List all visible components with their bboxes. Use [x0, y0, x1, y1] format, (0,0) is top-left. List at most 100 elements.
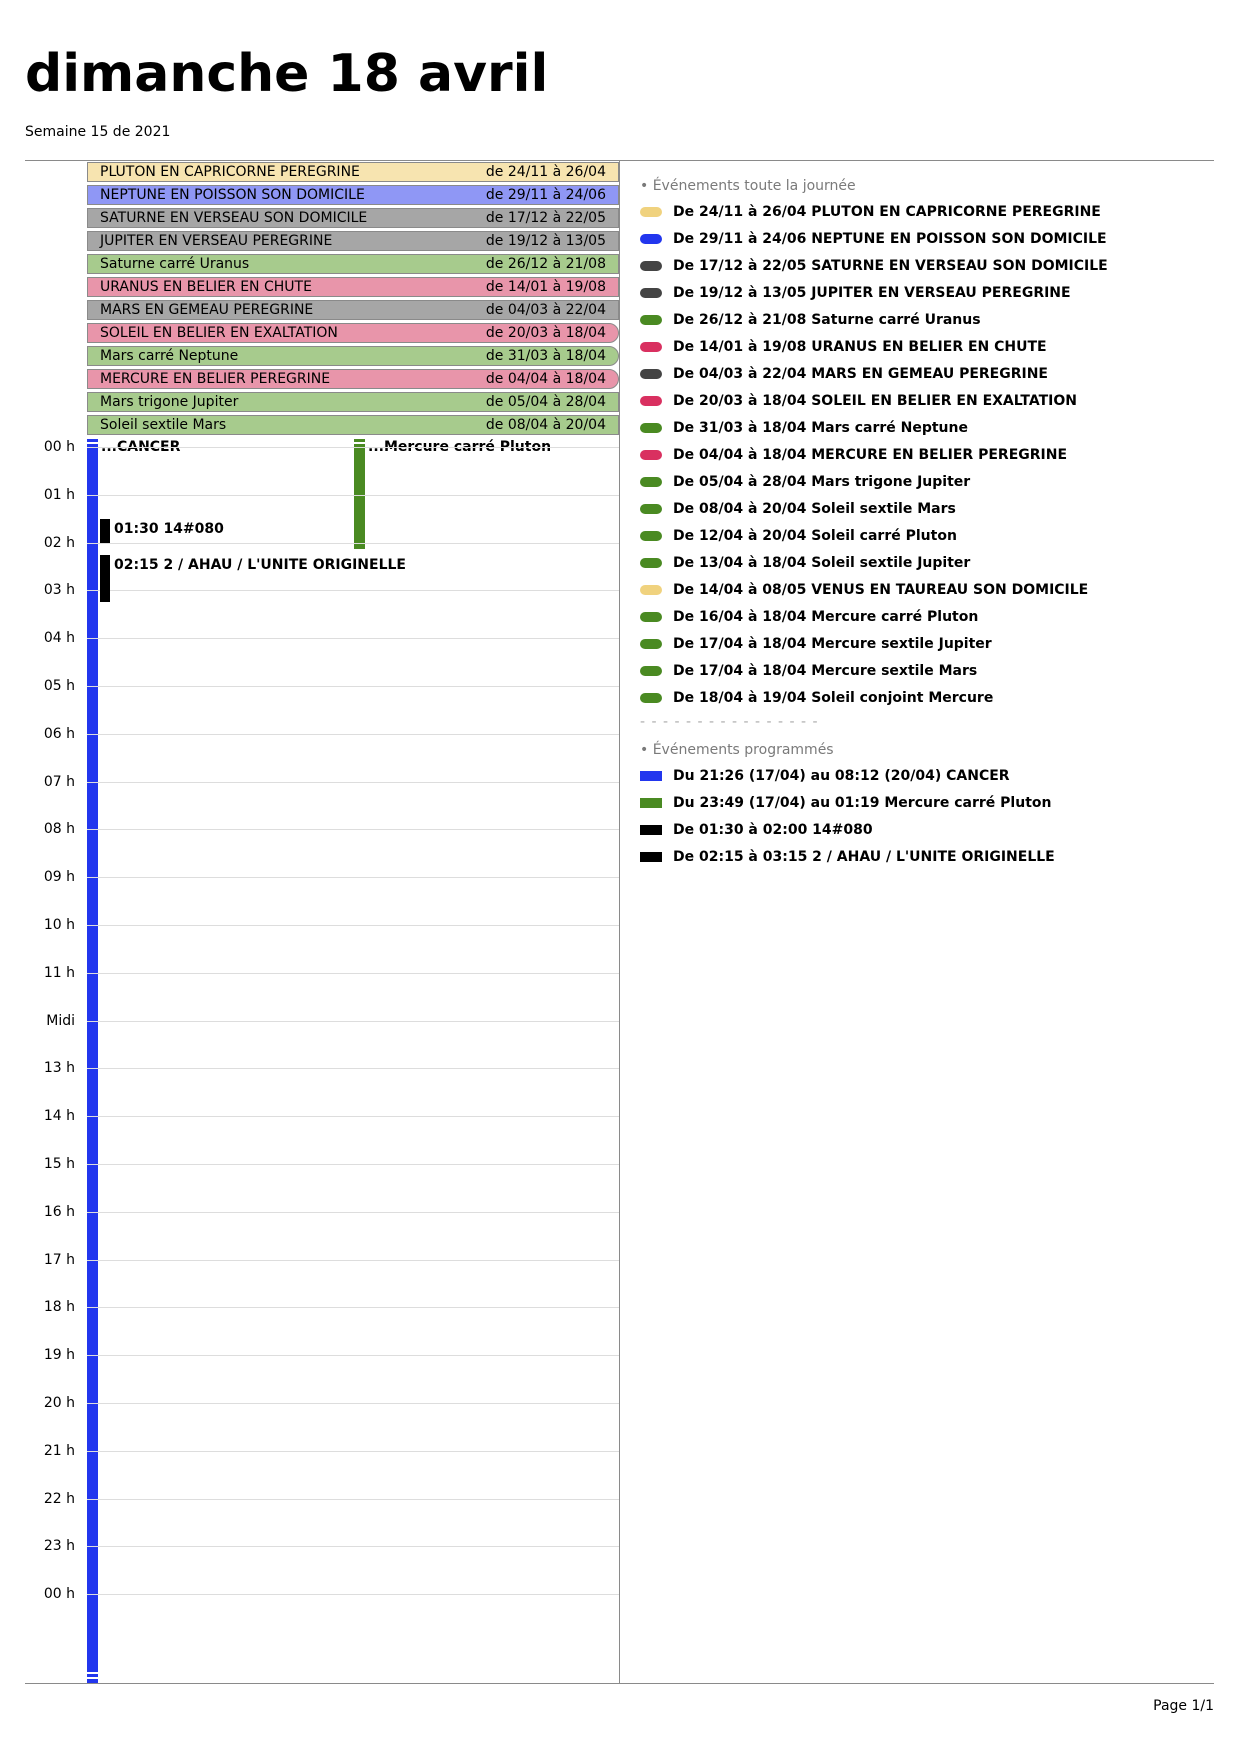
allday-banner[interactable]: NEPTUNE EN POISSON SON DOMICILE de 29/11 … — [87, 185, 619, 205]
banner-name: PLUTON EN CAPRICORNE PEREGRINE — [100, 164, 360, 180]
event-list-item[interactable]: De 29/11 à 24/06 NEPTUNE EN POISSON SON … — [640, 225, 1108, 252]
event-list-item[interactable]: De 16/04 à 18/04 Mercure carré Pluton — [640, 603, 1108, 630]
allday-banner[interactable]: PLUTON EN CAPRICORNE PEREGRINE de 24/11 à… — [87, 162, 619, 182]
banner-dates: de 14/01 à 19/08 — [485, 279, 606, 295]
hour-label: 10 h — [43, 917, 75, 933]
color-swatch-icon — [640, 287, 662, 298]
allday-banner[interactable]: Soleil sextile Mars de 08/04 à 20/04 — [87, 415, 619, 435]
cancer-event-bar[interactable] — [87, 437, 98, 1684]
event-list-item[interactable]: De 14/01 à 19/08 URANUS EN BELIER EN CHU… — [640, 333, 1108, 360]
hour-line — [87, 1259, 619, 1261]
event-list-text: De 17/04 à 18/04 Mercure sextile Mars — [673, 662, 978, 679]
event-list-item[interactable]: De 14/04 à 08/05 VENUS EN TAUREAU SON DO… — [640, 576, 1108, 603]
bottom-rule — [25, 1683, 1214, 1684]
banner-dates: de 19/12 à 13/05 — [485, 233, 606, 249]
hour-line — [87, 590, 619, 592]
timed-event-label[interactable]: 02:15 2 / AHAU / L'UNITE ORIGINELLE — [114, 556, 406, 573]
page-number: Page 1/1 — [1153, 1698, 1214, 1714]
timed-event-bar[interactable] — [100, 554, 110, 603]
section-divider: - - - - - - - - - - - - - - - - — [640, 714, 819, 730]
event-list-item[interactable]: De 19/12 à 13/05 JUPITER EN VERSEAU PERE… — [640, 279, 1108, 306]
event-list-text: De 14/04 à 08/05 VENUS EN TAUREAU SON DO… — [673, 581, 1089, 598]
event-list-item[interactable]: De 13/04 à 18/04 Soleil sextile Jupiter — [640, 549, 1108, 576]
color-swatch-icon — [640, 368, 662, 379]
color-swatch-icon — [640, 341, 662, 352]
banner-name: NEPTUNE EN POISSON SON DOMICILE — [100, 187, 365, 203]
allday-banner[interactable]: JUPITER EN VERSEAU PEREGRINE de 19/12 à 1… — [87, 231, 619, 251]
hour-label: 22 h — [43, 1490, 75, 1507]
event-list-text: De 17/04 à 18/04 Mercure sextile Jupiter — [673, 635, 992, 652]
event-list-item[interactable]: De 02:15 à 03:15 2 / AHAU / L'UNITE ORIG… — [640, 843, 1055, 870]
color-swatch-icon — [640, 611, 662, 622]
hour-line — [87, 1307, 619, 1309]
banner-name: SATURNE EN VERSEAU SON DOMICILE — [100, 210, 368, 226]
allday-banner[interactable]: MARS EN GEMEAU PEREGRINE de 04/03 à 22/04 — [87, 300, 619, 320]
allday-banner[interactable]: URANUS EN BELIER EN CHUTE de 14/01 à 19/0… — [87, 277, 619, 297]
event-list-item[interactable]: De 20/03 à 18/04 SOLEIL EN BELIER EN EXA… — [640, 387, 1108, 414]
hour-label: 05 h — [43, 678, 75, 694]
hour-line — [87, 1498, 619, 1500]
event-list-item[interactable]: De 04/03 à 22/04 MARS EN GEMEAU PEREGRIN… — [640, 360, 1108, 387]
hour-line — [87, 1450, 619, 1452]
event-list-item[interactable]: De 17/04 à 18/04 Mercure sextile Mars — [640, 657, 1108, 684]
event-list-text: De 12/04 à 20/04 Soleil carré Pluton — [673, 527, 957, 544]
hour-label: 00 h — [43, 439, 75, 455]
hour-label: 02 h — [43, 534, 75, 551]
event-list-item[interactable]: De 18/04 à 19/04 Soleil conjoint Mercure — [640, 684, 1108, 711]
event-list-text: De 13/04 à 18/04 Soleil sextile Jupiter — [673, 554, 971, 571]
hour-line — [87, 829, 619, 831]
color-swatch-icon — [640, 770, 662, 781]
cancer-continuation-stripe — [87, 1672, 98, 1674]
event-list-text: De 18/04 à 19/04 Soleil conjoint Mercure — [673, 689, 994, 706]
scheduled-section-title: • Événements programmés — [640, 742, 834, 758]
event-list-item[interactable]: De 31/03 à 18/04 Mars carré Neptune — [640, 414, 1108, 441]
color-swatch-icon — [640, 665, 662, 676]
event-list-item[interactable]: De 26/12 à 21/08 Saturne carré Uranus — [640, 306, 1108, 333]
event-list-item[interactable]: De 17/04 à 18/04 Mercure sextile Jupiter — [640, 630, 1108, 657]
hour-line — [87, 447, 619, 448]
allday-banner[interactable]: SATURNE EN VERSEAU SON DOMICILE de 17/12 … — [87, 208, 619, 228]
event-list-text: Du 21:26 (17/04) au 08:12 (20/04) CANCER — [673, 767, 1010, 784]
allday-banner[interactable]: MERCURE EN BELIER PEREGRINE de 04/04 à 18… — [87, 369, 619, 389]
event-list-text: De 04/03 à 22/04 MARS EN GEMEAU PEREGRIN… — [673, 365, 1048, 382]
event-list-item[interactable]: De 08/04 à 20/04 Soleil sextile Mars — [640, 495, 1108, 522]
allday-banner[interactable]: Mars trigone Jupiter de 05/04 à 28/04 — [87, 392, 619, 412]
allday-banner[interactable]: Mars carré Neptune de 31/03 à 18/04 — [87, 346, 619, 366]
hour-label: 23 h — [43, 1538, 75, 1555]
event-list-text: De 04/04 à 18/04 MERCURE EN BELIER PEREG… — [673, 446, 1068, 463]
hour-label: 06 h — [43, 725, 75, 742]
event-list-text: De 05/04 à 28/04 Mars trigone Jupiter — [673, 473, 971, 490]
banner-dates: de 29/11 à 24/06 — [485, 187, 606, 203]
event-list-item[interactable]: De 24/11 à 26/04 PLUTON EN CAPRICORNE PE… — [640, 198, 1108, 225]
event-list-item[interactable]: Du 21:26 (17/04) au 08:12 (20/04) CANCER — [640, 762, 1055, 789]
event-list-item[interactable]: De 05/04 à 28/04 Mars trigone Jupiter — [640, 468, 1108, 495]
hour-line — [87, 1164, 619, 1165]
banner-dates: de 05/04 à 28/04 — [485, 394, 606, 410]
event-list-item[interactable]: De 12/04 à 20/04 Soleil carré Pluton — [640, 522, 1108, 549]
allday-banner[interactable]: Saturne carré Uranus de 26/12 à 21/08 — [87, 254, 619, 274]
hour-label: 21 h — [43, 1442, 75, 1459]
hour-line — [87, 781, 619, 783]
hour-line — [87, 972, 619, 974]
event-list-item[interactable]: De 17/12 à 22/05 SATURNE EN VERSEAU SON … — [640, 252, 1108, 279]
allday-banner[interactable]: SOLEIL EN BELIER EN EXALTATION de 20/03 à… — [87, 323, 619, 343]
banner-name: URANUS EN BELIER EN CHUTE — [100, 279, 312, 295]
event-list-item[interactable]: Du 23:49 (17/04) au 01:19 Mercure carré … — [640, 789, 1055, 816]
allday-section-title: • Événements toute la journée — [640, 178, 856, 194]
allday-banners: PLUTON EN CAPRICORNE PEREGRINE de 24/11 à… — [87, 162, 619, 438]
banner-name: SOLEIL EN BELIER EN EXALTATION — [100, 325, 338, 341]
event-list-item[interactable]: De 01:30 à 02:00 14#080 — [640, 816, 1055, 843]
color-swatch-icon — [640, 530, 662, 541]
banner-name: Mars trigone Jupiter — [100, 394, 239, 410]
event-list-item[interactable]: De 04/04 à 18/04 MERCURE EN BELIER PEREG… — [640, 441, 1108, 468]
pluton-event-bar[interactable] — [354, 437, 365, 549]
hour-line — [87, 686, 619, 687]
banner-name: Saturne carré Uranus — [100, 256, 250, 272]
timed-event-label[interactable]: 01:30 14#080 — [114, 520, 224, 537]
event-list-text: Du 23:49 (17/04) au 01:19 Mercure carré … — [673, 794, 1052, 811]
event-list-text: De 26/12 à 21/08 Saturne carré Uranus — [673, 311, 981, 328]
banner-name: MERCURE EN BELIER PEREGRINE — [100, 371, 331, 387]
timed-event-bar[interactable] — [100, 518, 110, 543]
color-swatch-icon — [640, 557, 662, 568]
hour-label: 15 h — [43, 1156, 75, 1172]
